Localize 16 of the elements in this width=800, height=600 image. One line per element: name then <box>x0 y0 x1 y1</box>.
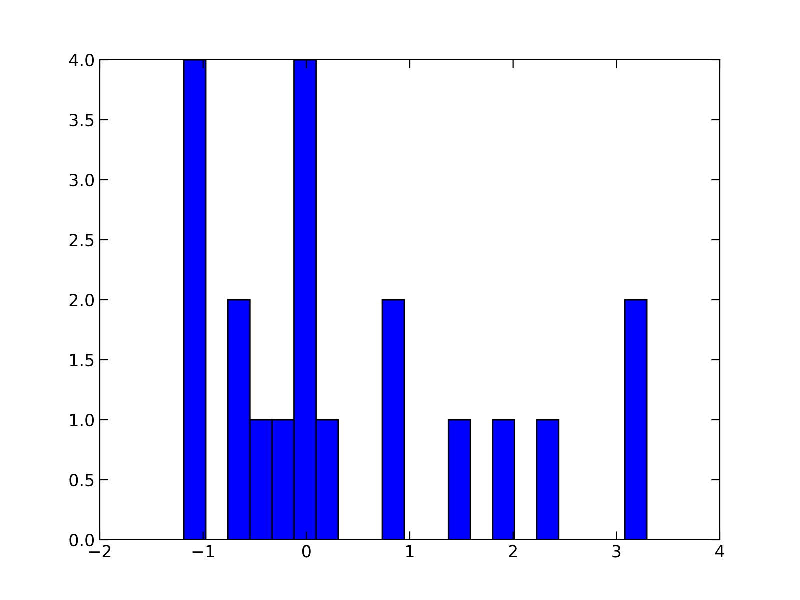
y-tick-label: 2.0 <box>70 294 94 307</box>
y-tick-label: 3.5 <box>70 114 94 127</box>
y-tick-label: 3.0 <box>70 174 94 187</box>
y-tick-label: 0.5 <box>70 474 94 487</box>
x-tick-label: −1 <box>192 545 214 558</box>
x-tick-label: 3 <box>612 545 621 558</box>
y-tick-label: 4.0 <box>69 54 94 67</box>
y-tick-label: 1.5 <box>70 354 94 367</box>
x-tick-label: 4 <box>716 545 724 558</box>
y-tick-label: 1.0 <box>70 414 94 427</box>
y-tick-label: 0.0 <box>70 534 94 547</box>
x-tick-label: 0 <box>302 545 311 558</box>
x-tick-label: 1 <box>406 545 414 558</box>
y-tick-label: 2.5 <box>70 234 94 247</box>
x-tick-label: 2 <box>509 545 517 558</box>
x-tick-label: −2 <box>89 545 111 558</box>
